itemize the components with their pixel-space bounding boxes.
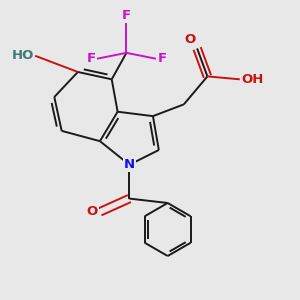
Text: OH: OH	[241, 73, 264, 86]
Text: HO: HO	[11, 49, 34, 62]
Text: O: O	[184, 33, 196, 46]
Text: O: O	[86, 205, 98, 218]
Text: F: F	[122, 9, 131, 22]
Text: F: F	[158, 52, 166, 65]
Text: N: N	[124, 158, 135, 171]
Text: F: F	[86, 52, 95, 65]
